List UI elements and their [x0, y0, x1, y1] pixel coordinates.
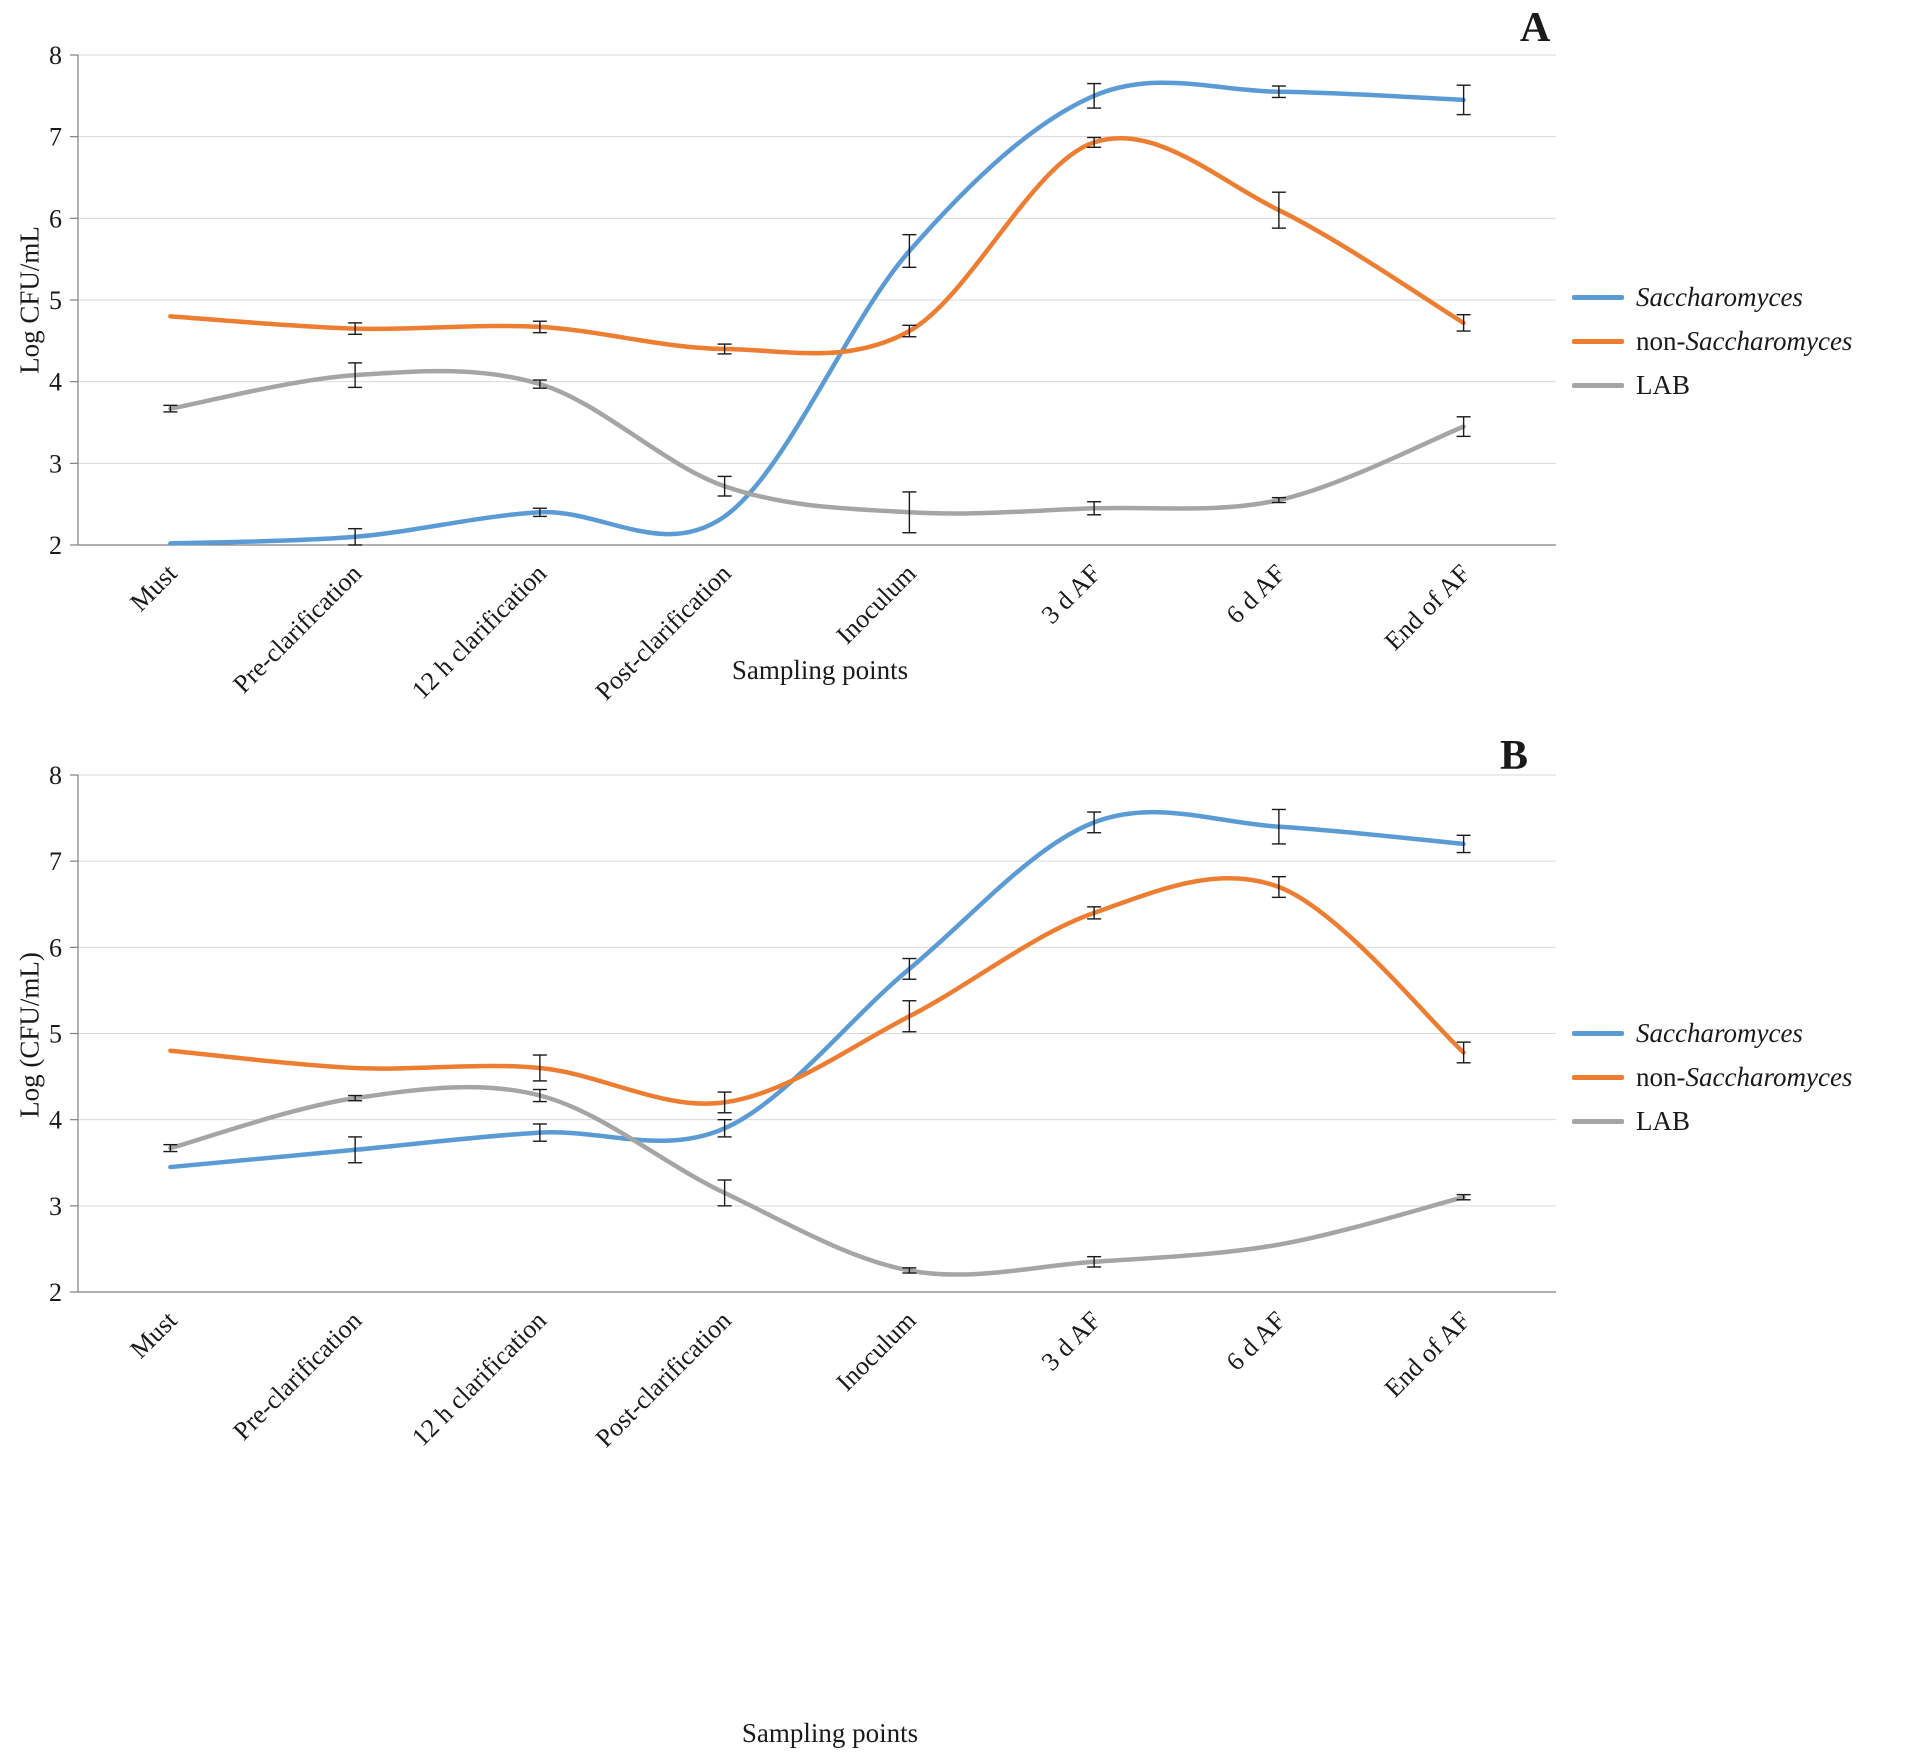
chart-panel-a: 2 3 4 5 6 7 8 Must Pre-clarification 12 h clarifi… — [0, 0, 1929, 730]
legend-label-italic: Saccharomyces — [1636, 1018, 1803, 1048]
x-tick-label: Inoculum — [831, 1306, 922, 1397]
error-bars-lab — [163, 1088, 1471, 1274]
legend-label: non-Saccharomyces — [1636, 326, 1852, 357]
legend-line-swatch — [1572, 339, 1624, 344]
legend-label: non-Saccharomyces — [1636, 1062, 1852, 1093]
axes: 2 3 4 5 6 7 8 — [49, 41, 1556, 560]
legend-label-italic: Saccharomyces — [1636, 282, 1803, 312]
panel-letter-b: B — [1500, 733, 1529, 779]
series-line-saccharomyces — [168, 810, 1466, 1170]
y-tick-label: 3 — [49, 449, 62, 478]
error-bars-non-saccharomyces — [348, 136, 1471, 355]
x-tick-label: Must — [124, 1305, 183, 1364]
chart-a-plot-area: 2 3 4 5 6 7 8 Must Pre-clarification 12 h clarifi… — [49, 41, 1556, 706]
series-line-non-saccharomyces — [168, 135, 1466, 356]
x-tick-label: Post-clarification — [590, 1306, 737, 1453]
legend-label: Saccharomyces — [1636, 1018, 1803, 1049]
y-tick-label: 7 — [49, 847, 62, 876]
series-line-lab — [168, 368, 1466, 516]
legend-label-italic: Saccharomyces — [1685, 326, 1853, 356]
legend-label-plain: LAB — [1636, 1106, 1690, 1136]
legend-label: Saccharomyces — [1636, 282, 1803, 313]
legend-line-swatch — [1572, 1075, 1624, 1080]
y-tick-label: 3 — [49, 1192, 62, 1221]
chart-panel-b: 2 3 4 5 6 7 8 Must Pre-clarification 12 h clarifi… — [0, 730, 1929, 1764]
legend-item-lab: LAB — [1572, 370, 1852, 401]
legend-label: LAB — [1636, 370, 1690, 401]
legend: Saccharomyces non-Saccharomyces LAB — [1572, 1018, 1852, 1137]
legend-label-plain: LAB — [1636, 370, 1690, 400]
x-tick-label: 12 h clarification — [406, 1306, 552, 1452]
y-tick-label: 4 — [49, 368, 62, 397]
y-tick-label: 7 — [49, 123, 62, 152]
x-tick-label: Must — [124, 558, 183, 617]
legend-item-saccharomyces: Saccharomyces — [1572, 282, 1852, 313]
y-tick-label: 8 — [49, 761, 62, 790]
x-tick-label: 3 d AF — [1036, 1306, 1107, 1377]
error-bars-saccharomyces — [348, 808, 1471, 1164]
x-tick-label: 12 h clarification — [406, 559, 552, 705]
legend-item-lab: LAB — [1572, 1106, 1852, 1137]
legend-item-non-saccharomyces: non-Saccharomyces — [1572, 326, 1852, 357]
x-axis-title: Sampling points — [741, 1718, 919, 1748]
legend: Saccharomyces non-Saccharomyces LAB — [1572, 282, 1852, 401]
series-line-lab — [168, 1084, 1466, 1277]
legend-label: LAB — [1636, 1106, 1690, 1137]
legend-label-italic: Saccharomyces — [1685, 1062, 1853, 1092]
y-tick-label: 8 — [49, 41, 62, 70]
y-tick-label: 2 — [49, 531, 62, 560]
axes: 2 3 4 5 6 7 8 — [49, 761, 1556, 1307]
legend-line-swatch — [1572, 383, 1624, 388]
y-tick-label: 6 — [49, 933, 62, 962]
x-tick-label: Pre-clarification — [227, 1306, 367, 1446]
error-bars-lab — [163, 362, 1471, 534]
y-tick-label: 2 — [49, 1278, 62, 1307]
error-bars-non-saccharomyces — [532, 875, 1471, 1114]
gridlines — [78, 774, 1556, 1293]
y-axis-title: Log (CFU/mL) — [14, 952, 45, 1118]
gridlines — [78, 54, 1556, 546]
legend-label-plain: non- — [1636, 1062, 1686, 1092]
x-category-labels: Must Pre-clarification 12 h clarification P… — [124, 1305, 1476, 1453]
x-tick-label: Inoculum — [831, 559, 922, 650]
x-tick-label: Pre-clarification — [227, 559, 367, 699]
series-line-non-saccharomyces — [168, 875, 1466, 1106]
x-tick-label: 6 d AF — [1221, 559, 1292, 630]
legend-item-saccharomyces: Saccharomyces — [1572, 1018, 1852, 1049]
panel-letter-a: A — [1520, 5, 1551, 51]
legend-item-non-saccharomyces: non-Saccharomyces — [1572, 1062, 1852, 1093]
series-line-saccharomyces — [168, 80, 1466, 546]
x-tick-label: 3 d AF — [1036, 559, 1107, 630]
x-tick-label: Post-clarification — [590, 559, 737, 706]
legend-line-swatch — [1572, 295, 1624, 300]
chart-b-plot-area: 2 3 4 5 6 7 8 Must Pre-clarification 12 h clarifi… — [49, 761, 1556, 1453]
x-tick-label: End of AF — [1379, 1306, 1476, 1403]
x-tick-label: End of AF — [1379, 559, 1476, 656]
legend-label-plain: non- — [1636, 326, 1686, 356]
x-axis-title: Sampling points — [731, 655, 909, 685]
legend-line-swatch — [1572, 1031, 1624, 1036]
y-tick-label: 5 — [49, 286, 62, 315]
y-axis-title: Log CFU/mL — [14, 226, 45, 374]
error-bars-saccharomyces — [348, 82, 1471, 546]
y-tick-label: 6 — [49, 204, 62, 233]
y-tick-label: 5 — [49, 1020, 62, 1049]
x-tick-label: 6 d AF — [1221, 1306, 1292, 1377]
y-tick-label: 4 — [49, 1106, 62, 1135]
legend-line-swatch — [1572, 1119, 1624, 1124]
